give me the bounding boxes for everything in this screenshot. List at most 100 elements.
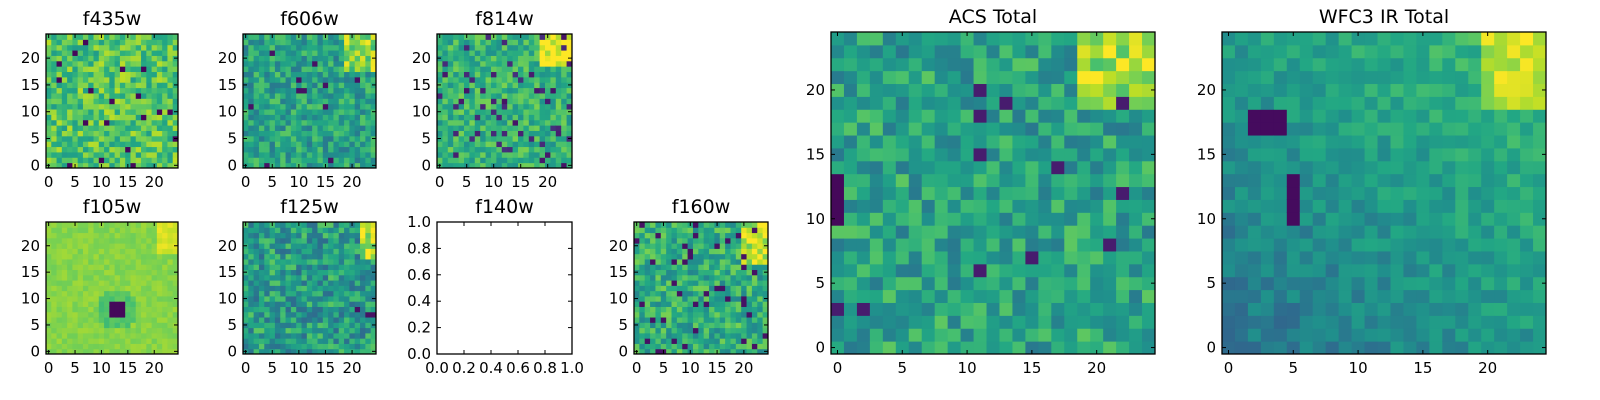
heatmap-cell (109, 71, 116, 78)
heatmap-cell (285, 258, 292, 265)
heatmap-cell (349, 290, 356, 297)
heatmap-cell (1077, 250, 1091, 265)
heatmap-cell (1012, 276, 1026, 291)
heatmap-cell (248, 66, 255, 73)
heatmap-cell (51, 39, 58, 46)
heatmap-cell (125, 290, 131, 297)
heatmap-cell (757, 295, 764, 302)
heatmap-cell (301, 301, 308, 307)
heatmap-cell (88, 39, 95, 46)
heatmap-cell (698, 227, 705, 234)
heatmap-cell (67, 125, 73, 131)
heatmap-cell (322, 103, 329, 110)
heatmap-cell (442, 87, 449, 94)
heatmap-cell (1142, 328, 1156, 342)
heatmap-cell (869, 225, 884, 239)
heatmap-cell (474, 71, 481, 78)
heatmap-cell (253, 285, 260, 292)
y-tick-label: 15 (218, 76, 237, 94)
heatmap-cell (1025, 147, 1039, 162)
heatmap-cell (1090, 122, 1104, 136)
heatmap-cell (947, 276, 962, 291)
heatmap-cell (1129, 57, 1143, 72)
heatmap-cell (370, 280, 377, 286)
heatmap-cell (312, 130, 318, 137)
heatmap-cell (1234, 250, 1249, 265)
heatmap-cell (248, 125, 255, 131)
heatmap-cell (317, 264, 324, 271)
heatmap-cell (507, 114, 514, 121)
heatmap-cell (135, 317, 142, 323)
heatmap-cell (1222, 328, 1236, 342)
heatmap-cell (545, 71, 551, 78)
heatmap-cell (167, 317, 174, 323)
y-tick-label: 0.8 (407, 239, 431, 257)
heatmap-cell (1286, 44, 1301, 59)
heatmap-cell (109, 253, 116, 260)
heatmap-cell (269, 98, 276, 105)
heatmap-cell (1103, 276, 1117, 291)
heatmap-cell (280, 322, 287, 329)
heatmap-cell (172, 34, 179, 40)
heatmap-cell (264, 60, 271, 67)
heatmap-cell (687, 311, 694, 318)
heatmap-cell (98, 119, 105, 126)
heatmap-cell (1090, 173, 1104, 188)
heatmap-cell (290, 151, 297, 158)
heatmap-cell (46, 66, 52, 73)
heatmap-cell (167, 146, 174, 153)
heatmap-cell (1273, 238, 1288, 252)
heatmap-cell (344, 290, 350, 297)
heatmap-cell (882, 44, 897, 59)
heatmap-cell (301, 76, 308, 83)
heatmap-cell (437, 151, 443, 158)
heatmap-cell (135, 237, 142, 244)
heatmap-cell (895, 109, 910, 123)
heatmap-cell (908, 96, 923, 110)
heatmap-cell (934, 173, 949, 188)
heatmap-cell (370, 114, 377, 121)
heatmap-cell (496, 76, 503, 83)
heatmap-cell (1325, 341, 1340, 355)
heatmap-cell (709, 295, 715, 302)
heatmap-cell (344, 135, 350, 142)
heatmap-cell (360, 82, 366, 89)
heatmap-cell (856, 122, 871, 136)
heatmap-cell (328, 227, 334, 234)
heatmap-cell (61, 55, 68, 62)
heatmap-cell (1051, 173, 1065, 188)
heatmap-cell (146, 50, 153, 56)
heatmap-cell (639, 317, 646, 323)
heatmap-cell (360, 317, 366, 323)
heatmap-cell (258, 327, 265, 334)
heatmap-cell (306, 98, 313, 105)
heatmap-cell (725, 301, 731, 307)
heatmap-cell (56, 50, 63, 56)
heatmap-cell (88, 130, 95, 137)
heatmap-cell (290, 162, 297, 169)
heatmap-cell (1286, 32, 1301, 46)
heatmap-cell (349, 44, 356, 51)
heatmap-cell (973, 109, 988, 123)
heatmap-cell (676, 348, 683, 355)
heatmap-cell (125, 135, 131, 142)
heatmap-cell (474, 141, 481, 148)
heatmap-cell (301, 82, 308, 89)
heatmap-cell (274, 248, 281, 255)
heatmap-cell (523, 50, 530, 56)
heatmap-cell (687, 301, 694, 307)
heatmap-cell (301, 109, 308, 115)
heatmap-cell (312, 119, 318, 126)
heatmap-cell (746, 253, 753, 260)
heatmap-cell (692, 295, 699, 302)
heatmap-cell (751, 280, 758, 286)
heatmap-cell (856, 135, 871, 149)
heatmap-cell (354, 227, 361, 234)
heatmap-cell (703, 301, 710, 307)
heatmap-cell (109, 50, 116, 56)
heatmap-cell (360, 151, 366, 158)
heatmap-cell (447, 103, 454, 110)
heatmap-cell (735, 258, 742, 265)
heatmap-cell (1116, 199, 1130, 213)
heatmap-cell (843, 302, 858, 316)
